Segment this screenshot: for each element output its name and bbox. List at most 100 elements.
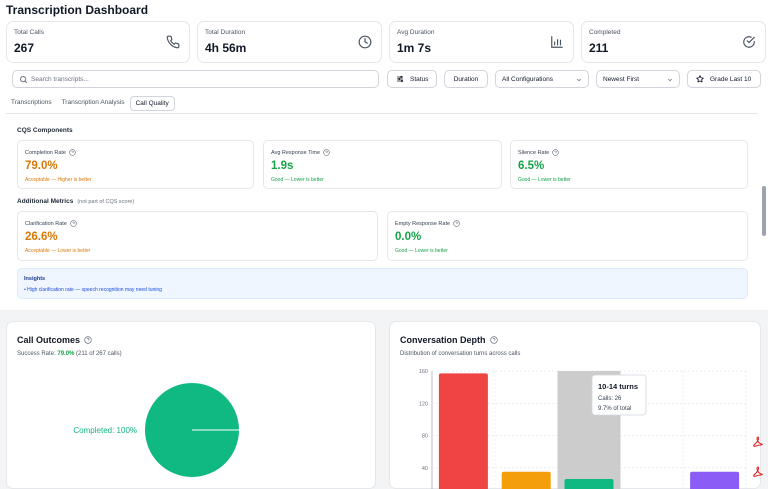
phone-icon	[166, 35, 180, 49]
conversation-depth-bar-chart: 40 80 120 160 10-14 turns Calls: 26 9.7% of…	[419, 369, 747, 489]
tab-call-quality[interactable]: Call Quality	[129, 96, 175, 111]
cqs-title: CQS Components	[17, 127, 73, 134]
page-title: Transcription Dashboard	[6, 3, 149, 17]
sort-select-value: Newest First	[603, 75, 640, 83]
status-filter-button[interactable]: Status	[387, 70, 437, 88]
bar-2[interactable]	[564, 479, 614, 489]
metric-label: Silence Rate	[518, 149, 550, 156]
y-tick-label: 40	[422, 466, 428, 472]
y-tick-label: 160	[419, 369, 428, 375]
scrollbar-thumb[interactable]	[762, 186, 766, 236]
metric-card-clarification-rate: Clarification Rate 26.6% Acceptable — Lo…	[17, 211, 378, 261]
clock-icon	[358, 35, 372, 49]
success-rate-value: 79.0%	[57, 351, 75, 357]
metric-label: Empty Response Rate	[395, 220, 451, 227]
sort-select[interactable]: Newest First	[596, 70, 680, 88]
metric-value: 1.9s	[271, 160, 294, 172]
metric-status: Good — Lower is better	[271, 177, 324, 183]
info-icon[interactable]	[70, 220, 77, 227]
chevron-down-icon	[668, 78, 672, 82]
duration-label: Duration	[453, 75, 479, 83]
status-label: Status	[410, 75, 429, 83]
bar-0[interactable]	[438, 373, 488, 489]
bar-1[interactable]	[501, 471, 551, 489]
insights-title: Insights	[24, 276, 46, 282]
success-rate-detail: (211 of 267 calls)	[74, 351, 122, 357]
metric-status: Acceptable — Lower is better	[25, 248, 91, 254]
configuration-select[interactable]: All Configurations	[495, 70, 589, 88]
additional-title: Additional Metrics	[17, 198, 74, 205]
conversation-depth-title: Conversation Depth	[400, 335, 486, 345]
stat-card-total-calls: Total Calls 267	[6, 21, 190, 63]
tab-bar: Transcriptions Transcription Analysis Ca…	[6, 96, 175, 111]
metric-status: Acceptable — Higher is better	[25, 177, 92, 183]
tooltip-title: 10-14 turns	[598, 382, 638, 391]
metric-value: 26.6%	[25, 231, 58, 243]
stat-value: 1m 7s	[397, 41, 432, 55]
stat-label: Total Duration	[205, 29, 246, 36]
pdf-download-button[interactable]	[749, 464, 765, 480]
stat-value: 211	[589, 41, 609, 55]
call-outcomes-pie-chart: Completed: 100%	[73, 383, 239, 477]
section-divider	[6, 113, 758, 114]
info-icon[interactable]	[84, 336, 92, 344]
pdf-icon	[753, 466, 763, 478]
metric-value: 0.0%	[395, 231, 422, 243]
stat-card-completed: Completed 211	[581, 21, 766, 63]
metric-value: 6.5%	[518, 160, 545, 172]
pdf-export-button[interactable]	[749, 434, 765, 450]
info-icon[interactable]	[69, 149, 76, 156]
y-tick-label: 120	[419, 401, 428, 407]
stat-value: 4h 56m	[205, 41, 247, 55]
stat-label: Total Calls	[14, 29, 44, 36]
conversation-depth-subtitle: Distribution of conversation turns acros…	[400, 351, 521, 357]
tooltip-percent: 9.7% of total	[598, 406, 631, 412]
grade-label: Grade Last 10	[710, 75, 752, 83]
stat-label: Avg Duration	[397, 29, 435, 36]
info-icon[interactable]	[489, 336, 498, 344]
configuration-select-value: All Configurations	[502, 75, 553, 83]
star-icon	[696, 75, 704, 83]
metric-label: Clarification Rate	[25, 220, 67, 227]
additional-metrics-heading: Additional Metrics (not part of CQS score…	[17, 198, 134, 205]
call-outcomes-panel: Call Outcomes Success Rate: 79.0% (211 o…	[6, 321, 376, 489]
call-outcomes-title: Call Outcomes	[17, 335, 81, 345]
check-circle-icon	[743, 36, 755, 48]
metric-value: 79.0%	[25, 160, 58, 172]
y-tick-label: 80	[422, 434, 428, 440]
conversation-depth-panel: Conversation Depth Distribution of conve…	[389, 321, 761, 489]
stat-label: Completed	[589, 29, 621, 36]
additional-note: (not part of CQS score)	[77, 199, 135, 205]
duration-filter-button[interactable]: Duration	[444, 70, 488, 88]
metric-card-empty-response-rate: Empty Response Rate 0.0% Good — Lower is…	[387, 211, 748, 261]
pie-label: Completed: 100%	[73, 426, 137, 435]
cqs-components-heading: CQS Components	[17, 127, 73, 134]
info-icon[interactable]	[323, 149, 330, 156]
metric-card-silence-rate: Silence Rate 6.5% Good — Lower is better	[510, 140, 748, 189]
metric-card-avg-response-time: Avg Response Time 1.9s Good — Lower is b…	[263, 140, 502, 189]
success-rate-prefix: Success Rate:	[17, 351, 58, 357]
stat-card-avg-duration: Avg Duration 1m 7s	[389, 21, 574, 63]
bar-4[interactable]	[690, 471, 740, 489]
tab-transcriptions[interactable]: Transcriptions	[11, 99, 52, 106]
sliders-icon	[396, 75, 404, 83]
metric-status: Good — Lower is better	[518, 177, 571, 183]
tooltip-calls: Calls: 26	[598, 396, 622, 402]
search-icon	[20, 76, 27, 83]
metric-card-completion-rate: Completion Rate 79.0% Acceptable — Highe…	[17, 140, 254, 189]
info-icon[interactable]	[453, 220, 460, 227]
stat-card-total-duration: Total Duration 4h 56m	[197, 21, 382, 63]
search-box[interactable]	[12, 70, 379, 88]
bar-chart-icon	[551, 36, 563, 48]
search-input[interactable]	[31, 73, 371, 85]
insight-item: • High clarification rate — speech recog…	[24, 287, 162, 293]
grade-last-10-button[interactable]: Grade Last 10	[687, 70, 761, 88]
info-icon[interactable]	[552, 149, 559, 156]
metric-status: Good — Lower is better	[395, 248, 448, 254]
pdf-icon	[753, 436, 763, 448]
metric-label: Avg Response Time	[271, 149, 321, 156]
stat-value: 267	[14, 41, 35, 55]
metric-label: Completion Rate	[25, 149, 66, 156]
tab-transcription-analysis[interactable]: Transcription Analysis	[61, 99, 125, 106]
chart-tooltip: 10-14 turns Calls: 26 9.7% of total	[591, 374, 647, 416]
